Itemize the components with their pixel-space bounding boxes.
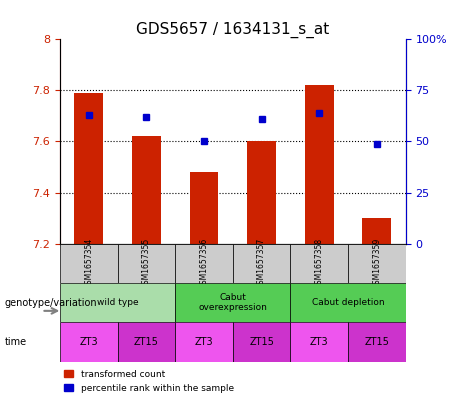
FancyBboxPatch shape [60, 244, 118, 283]
FancyBboxPatch shape [348, 244, 406, 283]
Text: GSM1657355: GSM1657355 [142, 238, 151, 289]
Text: ZT3: ZT3 [195, 337, 213, 347]
FancyBboxPatch shape [290, 283, 406, 322]
Text: ZT3: ZT3 [310, 337, 329, 347]
FancyBboxPatch shape [118, 244, 175, 283]
Bar [362, 218, 391, 244]
FancyBboxPatch shape [348, 322, 406, 362]
FancyBboxPatch shape [175, 244, 233, 283]
Text: GSM1657358: GSM1657358 [315, 238, 324, 289]
Bar [74, 93, 103, 244]
Text: GSM1657357: GSM1657357 [257, 238, 266, 289]
Text: time: time [5, 337, 27, 347]
FancyBboxPatch shape [118, 322, 175, 362]
Bar [132, 136, 161, 244]
FancyBboxPatch shape [233, 244, 290, 283]
Legend: transformed count, percentile rank within the sample: transformed count, percentile rank withi… [65, 370, 234, 393]
Text: ZT3: ZT3 [79, 337, 98, 347]
Bar [305, 85, 334, 244]
FancyBboxPatch shape [60, 283, 175, 322]
FancyBboxPatch shape [175, 322, 233, 362]
Text: ZT15: ZT15 [365, 337, 389, 347]
Title: GDS5657 / 1634131_s_at: GDS5657 / 1634131_s_at [136, 22, 330, 38]
FancyBboxPatch shape [290, 244, 348, 283]
Text: ZT15: ZT15 [249, 337, 274, 347]
Bar [247, 141, 276, 244]
Text: GSM1657354: GSM1657354 [84, 238, 93, 289]
Text: Cabut depletion: Cabut depletion [312, 298, 384, 307]
Text: ZT15: ZT15 [134, 337, 159, 347]
FancyBboxPatch shape [233, 322, 290, 362]
Text: genotype/variation: genotype/variation [5, 298, 97, 308]
Text: Cabut
overexpression: Cabut overexpression [198, 293, 267, 312]
Text: wild type: wild type [97, 298, 138, 307]
FancyBboxPatch shape [175, 283, 290, 322]
FancyBboxPatch shape [290, 322, 348, 362]
Text: GSM1657356: GSM1657356 [200, 238, 208, 289]
Text: GSM1657359: GSM1657359 [372, 238, 381, 289]
FancyBboxPatch shape [60, 322, 118, 362]
Bar [189, 172, 219, 244]
